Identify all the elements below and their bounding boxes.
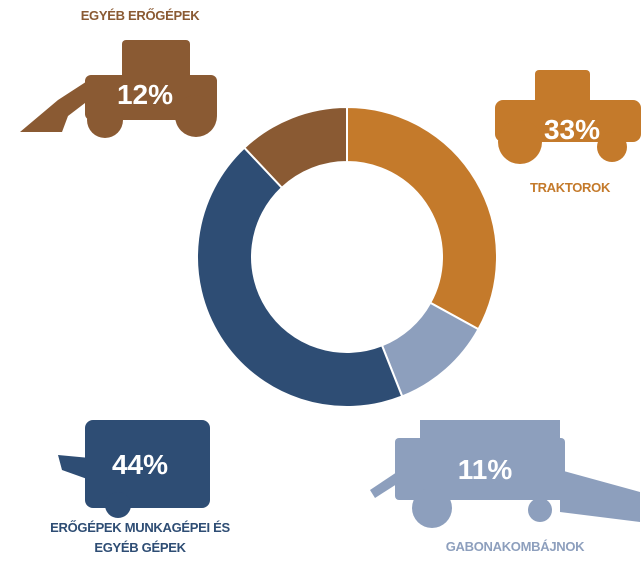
icon-part [560, 470, 640, 522]
chart [0, 0, 641, 562]
icon-part [528, 498, 552, 522]
icon-part [597, 132, 627, 162]
category-label: TRAKTOROK [510, 178, 630, 198]
category-label: ERŐGÉPEK MUNKAGÉPEI ÉS EGYÉB GÉPEK [45, 518, 235, 558]
icon-part [535, 70, 590, 105]
icon-part [498, 120, 542, 164]
icon-part [105, 492, 131, 518]
icon-part [175, 95, 217, 137]
infographic: 33% TRAKTOROK 11% GABONAKOMBÁJNOK 44% ERŐGÉPE… [0, 0, 641, 562]
donut-slice [347, 107, 497, 329]
value-label: 12% [117, 79, 173, 111]
category-label: EGYÉB ERŐGÉPEK [60, 6, 220, 26]
value-label: 44% [112, 449, 168, 481]
donut-slice [197, 148, 402, 407]
category-label: GABONAKOMBÁJNOK [415, 537, 615, 557]
value-label: 11% [458, 454, 513, 486]
value-label: 33% [544, 114, 600, 146]
icon-part [412, 488, 452, 528]
icon-part [58, 455, 90, 480]
